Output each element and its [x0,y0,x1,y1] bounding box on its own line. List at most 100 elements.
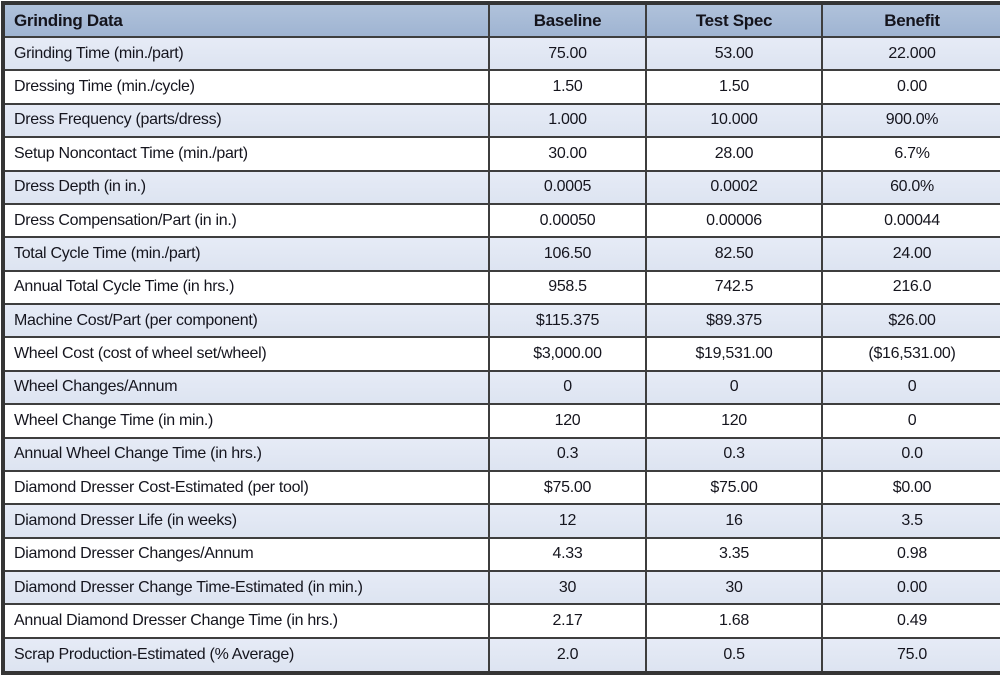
row-label: Annual Diamond Dresser Change Time (in h… [2,603,490,639]
row-label: Diamond Dresser Change Time-Estimated (i… [2,569,490,606]
baseline-value: 1.000 [488,102,647,139]
table-title: Grinding Data [2,2,490,38]
test-spec-value: 82.50 [645,236,823,272]
baseline-value: 2.0 [488,636,647,675]
benefit-value: ($16,531.00) [821,336,1000,372]
baseline-value: 30 [488,569,647,606]
row-label: Annual Total Cycle Time (in hrs.) [2,269,490,306]
table-row: Total Cycle Time (min./part) 106.50 82.5… [2,236,1000,272]
test-spec-value: 742.5 [645,269,823,306]
baseline-value: 120 [488,403,647,439]
baseline-value: 12 [488,503,647,539]
benefit-value: 0.49 [821,603,1000,639]
baseline-value: $75.00 [488,469,647,506]
benefit-value: 216.0 [821,269,1000,306]
table-row: Annual Diamond Dresser Change Time (in h… [2,603,1000,639]
row-label: Dress Compensation/Part (in in.) [2,202,490,239]
benefit-value: 0.00 [821,69,1000,105]
test-spec-value: 3.35 [645,536,823,573]
table-row: Annual Total Cycle Time (in hrs.) 958.5 … [2,269,1000,306]
row-label: Scrap Production-Estimated (% Average) [2,636,490,675]
baseline-value: 0.00050 [488,202,647,239]
baseline-value: 2.17 [488,603,647,639]
benefit-value: 75.0 [821,636,1000,675]
test-spec-value: 10.000 [645,102,823,139]
benefit-value: 24.00 [821,236,1000,272]
table-row: Dressing Time (min./cycle) 1.50 1.50 0.0… [2,69,1000,105]
column-header-test-spec: Test Spec [645,2,823,38]
table-row: Diamond Dresser Cost-Estimated (per tool… [2,469,1000,506]
benefit-value: 900.0% [821,102,1000,139]
row-label: Dress Depth (in in.) [2,169,490,205]
benefit-value: $0.00 [821,469,1000,506]
table-row: Annual Wheel Change Time (in hrs.) 0.3 0… [2,436,1000,472]
table-row: Dress Compensation/Part (in in.) 0.00050… [2,202,1000,239]
table-row: Grinding Time (min./part) 75.00 53.00 22… [2,35,1000,72]
benefit-value: 0.98 [821,536,1000,573]
test-spec-value: 120 [645,403,823,439]
baseline-value: 1.50 [488,69,647,105]
baseline-value: 106.50 [488,236,647,272]
table-row: Wheel Cost (cost of wheel set/wheel) $3,… [2,336,1000,372]
benefit-value: $26.00 [821,302,1000,339]
baseline-value: $3,000.00 [488,336,647,372]
benefit-value: 0.00 [821,569,1000,606]
test-spec-value: 28.00 [645,136,823,172]
baseline-value: 958.5 [488,269,647,306]
test-spec-value: 1.50 [645,69,823,105]
benefit-value: 0.00044 [821,202,1000,239]
table-row: Dress Depth (in in.) 0.0005 0.0002 60.0% [2,169,1000,205]
test-spec-value: 0.0002 [645,169,823,205]
baseline-value: 75.00 [488,35,647,72]
test-spec-value: 1.68 [645,603,823,639]
row-label: Grinding Time (min./part) [2,35,490,72]
row-label: Wheel Changes/Annum [2,369,490,406]
test-spec-value: $19,531.00 [645,336,823,372]
row-label: Annual Wheel Change Time (in hrs.) [2,436,490,472]
table-row: Wheel Changes/Annum 0 0 0 [2,369,1000,406]
row-label: Dress Frequency (parts/dress) [2,102,490,139]
table-row: Wheel Change Time (in min.) 120 120 0 [2,403,1000,439]
benefit-value: 6.7% [821,136,1000,172]
baseline-value: 0 [488,369,647,406]
column-header-baseline: Baseline [488,2,647,38]
row-label: Total Cycle Time (min./part) [2,236,490,272]
header-row: Grinding Data Baseline Test Spec Benefit [2,2,1000,38]
baseline-value: $115.375 [488,302,647,339]
table-row: Diamond Dresser Life (in weeks) 12 16 3.… [2,503,1000,539]
row-label: Machine Cost/Part (per component) [2,302,490,339]
row-label: Dressing Time (min./cycle) [2,69,490,105]
benefit-value: 22.000 [821,35,1000,72]
test-spec-value: 30 [645,569,823,606]
benefit-value: 0 [821,403,1000,439]
test-spec-value: 0.00006 [645,202,823,239]
row-label: Diamond Dresser Changes/Annum [2,536,490,573]
baseline-value: 4.33 [488,536,647,573]
table-row: Dress Frequency (parts/dress) 1.000 10.0… [2,102,1000,139]
benefit-value: 3.5 [821,503,1000,539]
benefit-value: 60.0% [821,169,1000,205]
test-spec-value: 53.00 [645,35,823,72]
column-header-benefit: Benefit [821,2,1000,38]
row-label: Wheel Change Time (in min.) [2,403,490,439]
table-row: Scrap Production-Estimated (% Average) 2… [2,636,1000,675]
baseline-value: 0.3 [488,436,647,472]
row-label: Diamond Dresser Life (in weeks) [2,503,490,539]
test-spec-value: 0 [645,369,823,406]
row-label: Diamond Dresser Cost-Estimated (per tool… [2,469,490,506]
table-row: Machine Cost/Part (per component) $115.3… [2,302,1000,339]
test-spec-value: 0.3 [645,436,823,472]
table-row: Setup Noncontact Time (min./part) 30.00 … [2,136,1000,172]
test-spec-value: 16 [645,503,823,539]
test-spec-value: 0.5 [645,636,823,675]
benefit-value: 0 [821,369,1000,406]
table-row: Diamond Dresser Change Time-Estimated (i… [2,569,1000,606]
row-label: Setup Noncontact Time (min./part) [2,136,490,172]
test-spec-value: $89.375 [645,302,823,339]
test-spec-value: $75.00 [645,469,823,506]
row-label: Wheel Cost (cost of wheel set/wheel) [2,336,490,372]
baseline-value: 0.0005 [488,169,647,205]
baseline-value: 30.00 [488,136,647,172]
